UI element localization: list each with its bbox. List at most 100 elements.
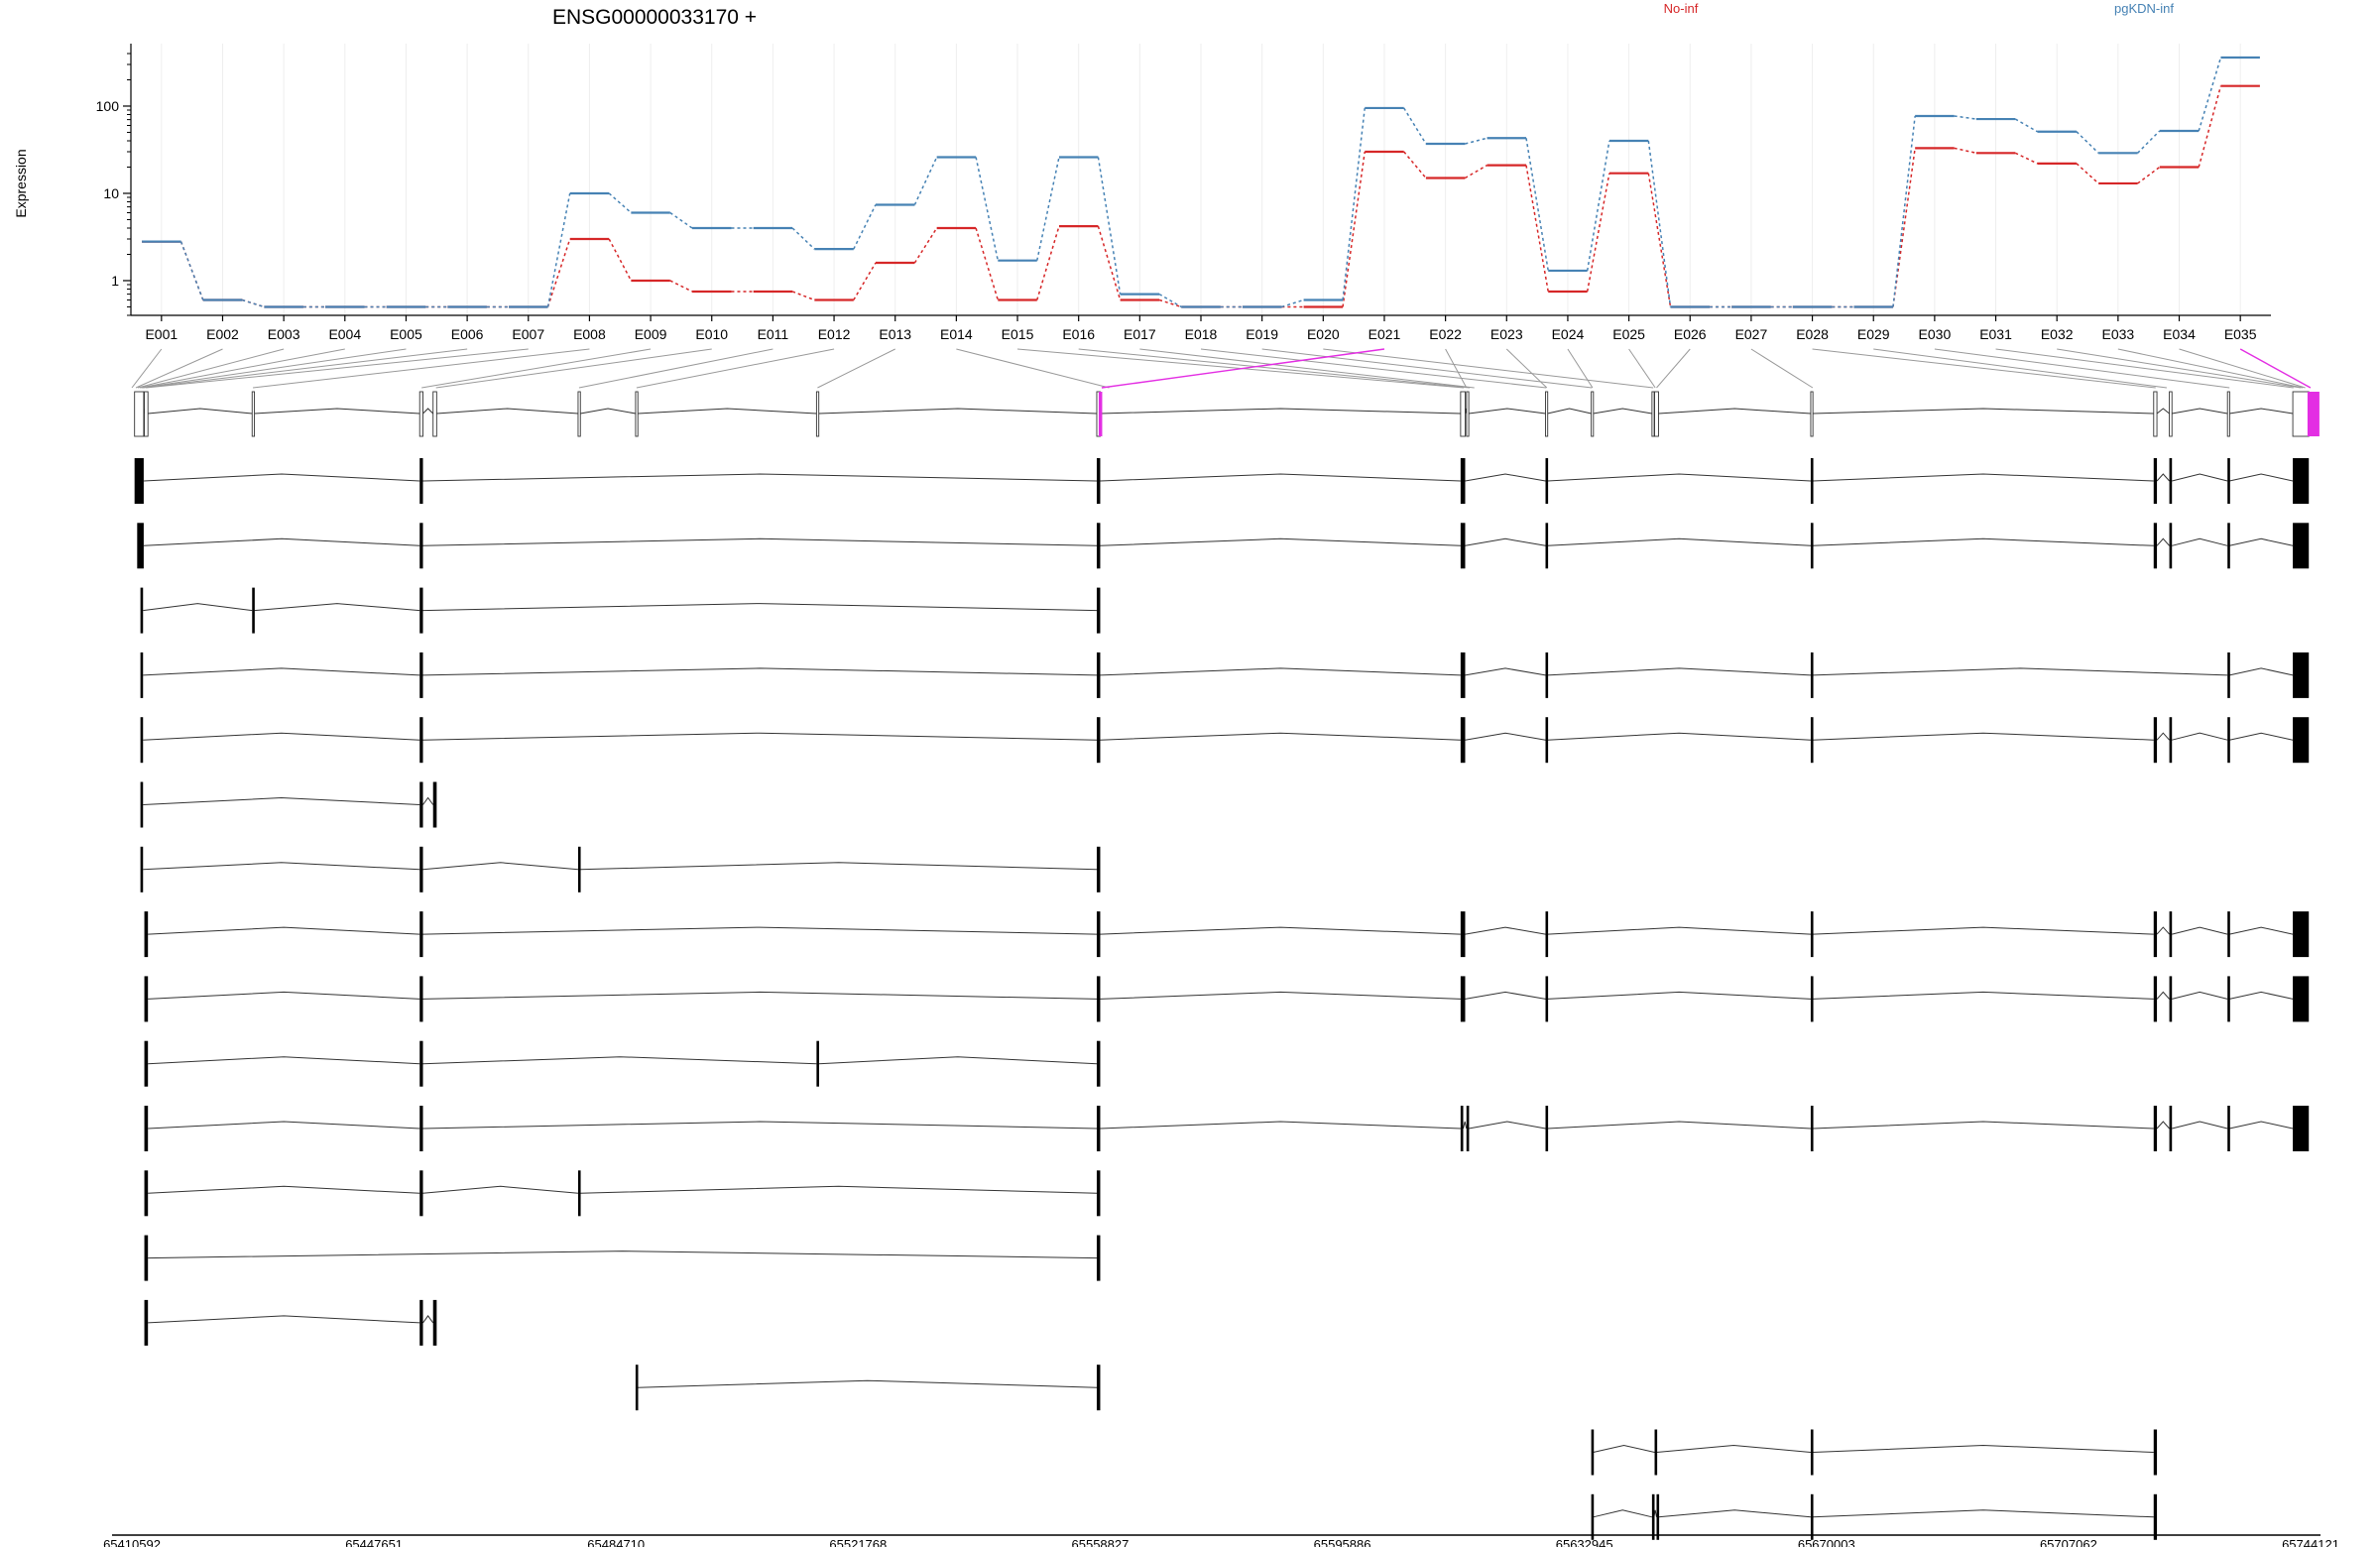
transcript-intron [1547, 537, 1811, 546]
transcript-exon [1810, 652, 1814, 698]
series-connector [1586, 173, 1610, 293]
transcript-track [1591, 1429, 2158, 1476]
transcript-exon [2293, 976, 2310, 1022]
series-connector [1342, 151, 1366, 307]
x-tick-label: E024 [1552, 326, 1585, 342]
exon-connector [131, 348, 163, 389]
x-tick-label: E030 [1919, 326, 1952, 342]
transcript-exon [2227, 717, 2230, 764]
transcript-exon [140, 587, 144, 634]
gene-intron [2229, 408, 2294, 415]
series-connector [1342, 107, 1366, 300]
transcript-intron [422, 1121, 1097, 1130]
transcript-exon [1810, 717, 1814, 764]
series-connector [1892, 115, 1916, 307]
x-tick-label: E032 [2041, 326, 2074, 342]
transcript-intron [422, 991, 1097, 1000]
transcript-intron [2156, 1121, 2170, 1130]
exon-connector [1812, 348, 2156, 389]
transcript-intron [143, 732, 420, 741]
highlighted-exon [1098, 392, 1103, 436]
transcript-exon [419, 1299, 423, 1346]
gene-exon [815, 391, 820, 437]
transcript-track [144, 1299, 437, 1346]
transcript-exon [2153, 976, 2158, 1022]
transcript-exon [2153, 1493, 2158, 1540]
transcript-exon [144, 1106, 149, 1151]
series-connector [853, 262, 877, 300]
transcript-intron [580, 862, 1097, 871]
transcript-exon [419, 781, 423, 828]
series-connector [2198, 85, 2222, 168]
exon-connector [1323, 348, 1654, 389]
x-tick-label: E015 [1002, 326, 1034, 342]
transcript-intron [1658, 1509, 1811, 1518]
transcript-exon [1096, 1365, 1101, 1411]
transcript-track [144, 1170, 1101, 1217]
x-tick-label: E018 [1185, 326, 1218, 342]
transcript-exon [1591, 1429, 1595, 1476]
transcript-intron [254, 603, 420, 612]
exon-connector [1567, 348, 1594, 389]
transcript-exon [1545, 717, 1549, 764]
transcript-intron [148, 1250, 1097, 1259]
transcript-exon [1460, 717, 1466, 764]
transcript-intron [1100, 926, 1461, 935]
transcript-exon [1096, 1040, 1101, 1087]
transcript-exon [1545, 911, 1549, 958]
transcript-exon [2153, 717, 2158, 764]
transcript-intron [1656, 1444, 1811, 1453]
transcript-intron [2229, 991, 2294, 1000]
transcript-intron [148, 1315, 420, 1324]
transcript-intron [148, 1185, 420, 1194]
transcript-exon [419, 911, 423, 958]
transcript-exon [2293, 523, 2310, 569]
exon-connector [2239, 348, 2312, 389]
x-tick-label: E007 [512, 326, 544, 342]
transcript-exon [1460, 911, 1466, 958]
transcript-intron [143, 603, 253, 612]
transcript-exon [140, 846, 144, 892]
transcript-exon [1096, 976, 1101, 1022]
series-connector [669, 280, 693, 293]
transcript-intron [1593, 1444, 1655, 1453]
transcript-intron [422, 862, 578, 871]
transcript-intron [2172, 537, 2228, 546]
transcript-exon [144, 911, 149, 958]
transcript-intron [638, 1379, 1097, 1388]
gene-intron [1593, 408, 1652, 415]
transcript-track [144, 976, 2310, 1022]
exon-connector [1261, 348, 1593, 389]
transcript-intron [1812, 1121, 2154, 1130]
series-connector [1158, 293, 1182, 308]
transcript-intron [2229, 537, 2294, 546]
series-connector [1097, 157, 1122, 295]
exon-connector [1139, 348, 1475, 389]
transcript-intron [422, 473, 1097, 482]
x-tick-label: E004 [328, 326, 361, 342]
series-connector [2198, 57, 2222, 132]
transcript-exon [2153, 458, 2158, 504]
transcript-intron [580, 1185, 1097, 1194]
exon-connector [143, 348, 468, 389]
exon-connector [135, 348, 223, 389]
transcript-intron [2229, 667, 2294, 676]
series-connector [608, 238, 633, 282]
exon-connector [1628, 348, 1656, 389]
transcript-exon [432, 781, 437, 828]
x-tick-label: E029 [1857, 326, 1890, 342]
series-connector [2014, 152, 2038, 165]
grid-lines [161, 44, 2241, 315]
exon-connector [578, 348, 774, 389]
gene-exon [2153, 391, 2158, 437]
transcript-exon [816, 1040, 819, 1087]
transcript-track [1591, 1493, 2158, 1540]
transcript-exon [252, 587, 255, 634]
transcript-exon [419, 846, 423, 892]
series-connector [241, 298, 265, 308]
series-pgkdn-inf [142, 56, 2260, 308]
gene-exon [1460, 391, 1466, 437]
transcript-intron [143, 537, 420, 546]
gene-exon [251, 391, 256, 437]
